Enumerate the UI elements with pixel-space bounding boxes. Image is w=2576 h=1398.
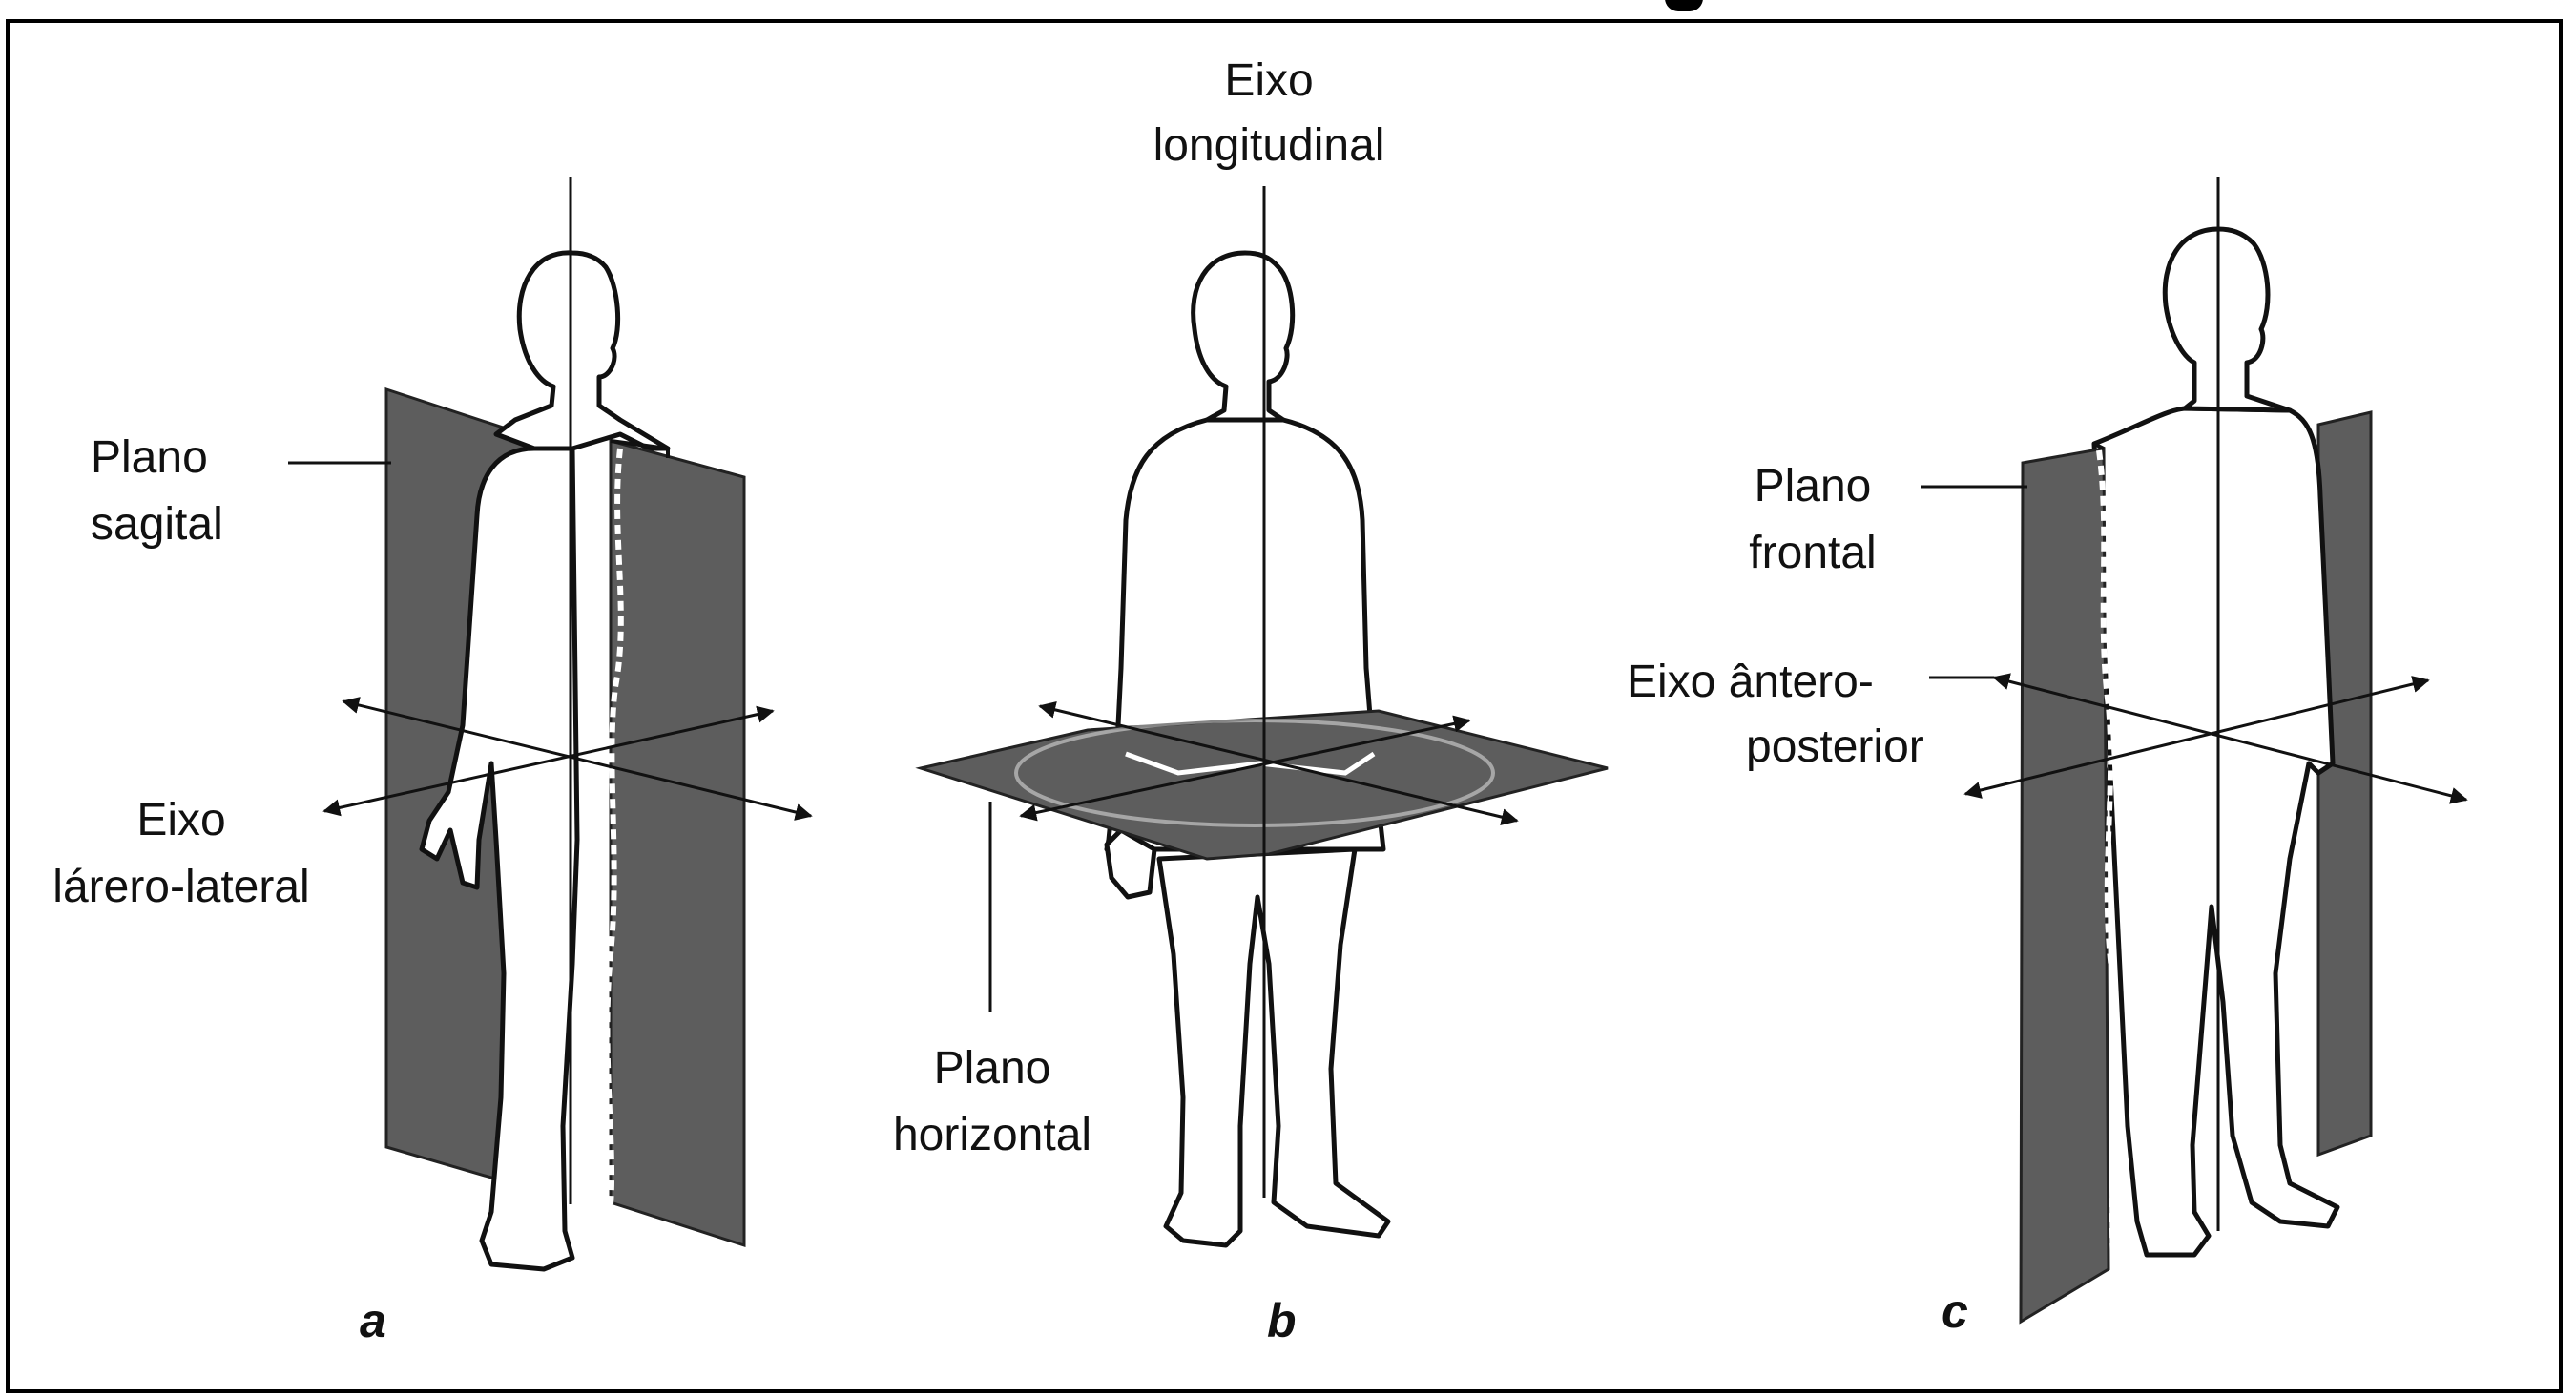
panel-b-letter: b	[1267, 1294, 1297, 1347]
panel-c-body	[2077, 226, 2340, 1258]
panel-a-axis-label-line1: Eixo	[136, 795, 226, 845]
panel-a-axis-label-line2: lárero-lateral	[52, 862, 310, 912]
frontal-plane-front	[2019, 447, 2110, 1325]
panel-a-body-front-edge	[610, 439, 670, 458]
sagittal-cut-edge	[604, 448, 624, 1205]
panel-c-plane-label-line1: Plano	[1754, 461, 1872, 511]
panel-a-body	[419, 250, 671, 1272]
panel-b-plane-label-line2: horizontal	[892, 1110, 1092, 1160]
panel-b-figure	[915, 186, 1609, 1248]
panel-b-axis-2	[1019, 715, 1471, 822]
panel-c-axis-2	[1963, 676, 2430, 799]
figure-border	[6, 19, 2563, 1393]
frontal-cut-edge	[2096, 449, 2120, 1261]
panel-c-letter: c	[1942, 1284, 1968, 1338]
cropped-title-fragment	[1665, 0, 1703, 11]
panel-c-axis-label-line1: Eixo ântero-	[1627, 657, 1874, 707]
panel-a-figure	[288, 177, 813, 1272]
panel-b-axis-label-line1: Eixo	[1224, 55, 1314, 106]
panel-c-plane-label-line2: frontal	[1749, 528, 1877, 578]
frontal-plane-back	[2316, 410, 2373, 1158]
panel-a-axis-2	[322, 705, 775, 817]
panel-b-plane-label-line1: Plano	[933, 1043, 1051, 1094]
panel-a-plane-label-line1: Plano	[91, 432, 208, 483]
panel-a-letter: a	[360, 1294, 386, 1347]
panel-c-body-edge	[2093, 442, 2105, 450]
panel-a-plane-label-line2: sagital	[91, 499, 223, 550]
panel-c-figure	[1921, 177, 2468, 1325]
panel-b-axis-label-line2: longitudinal	[1153, 120, 1385, 171]
panel-c-axis-label-line2: posterior	[1746, 721, 1924, 772]
sagittal-plane-front	[609, 439, 746, 1248]
